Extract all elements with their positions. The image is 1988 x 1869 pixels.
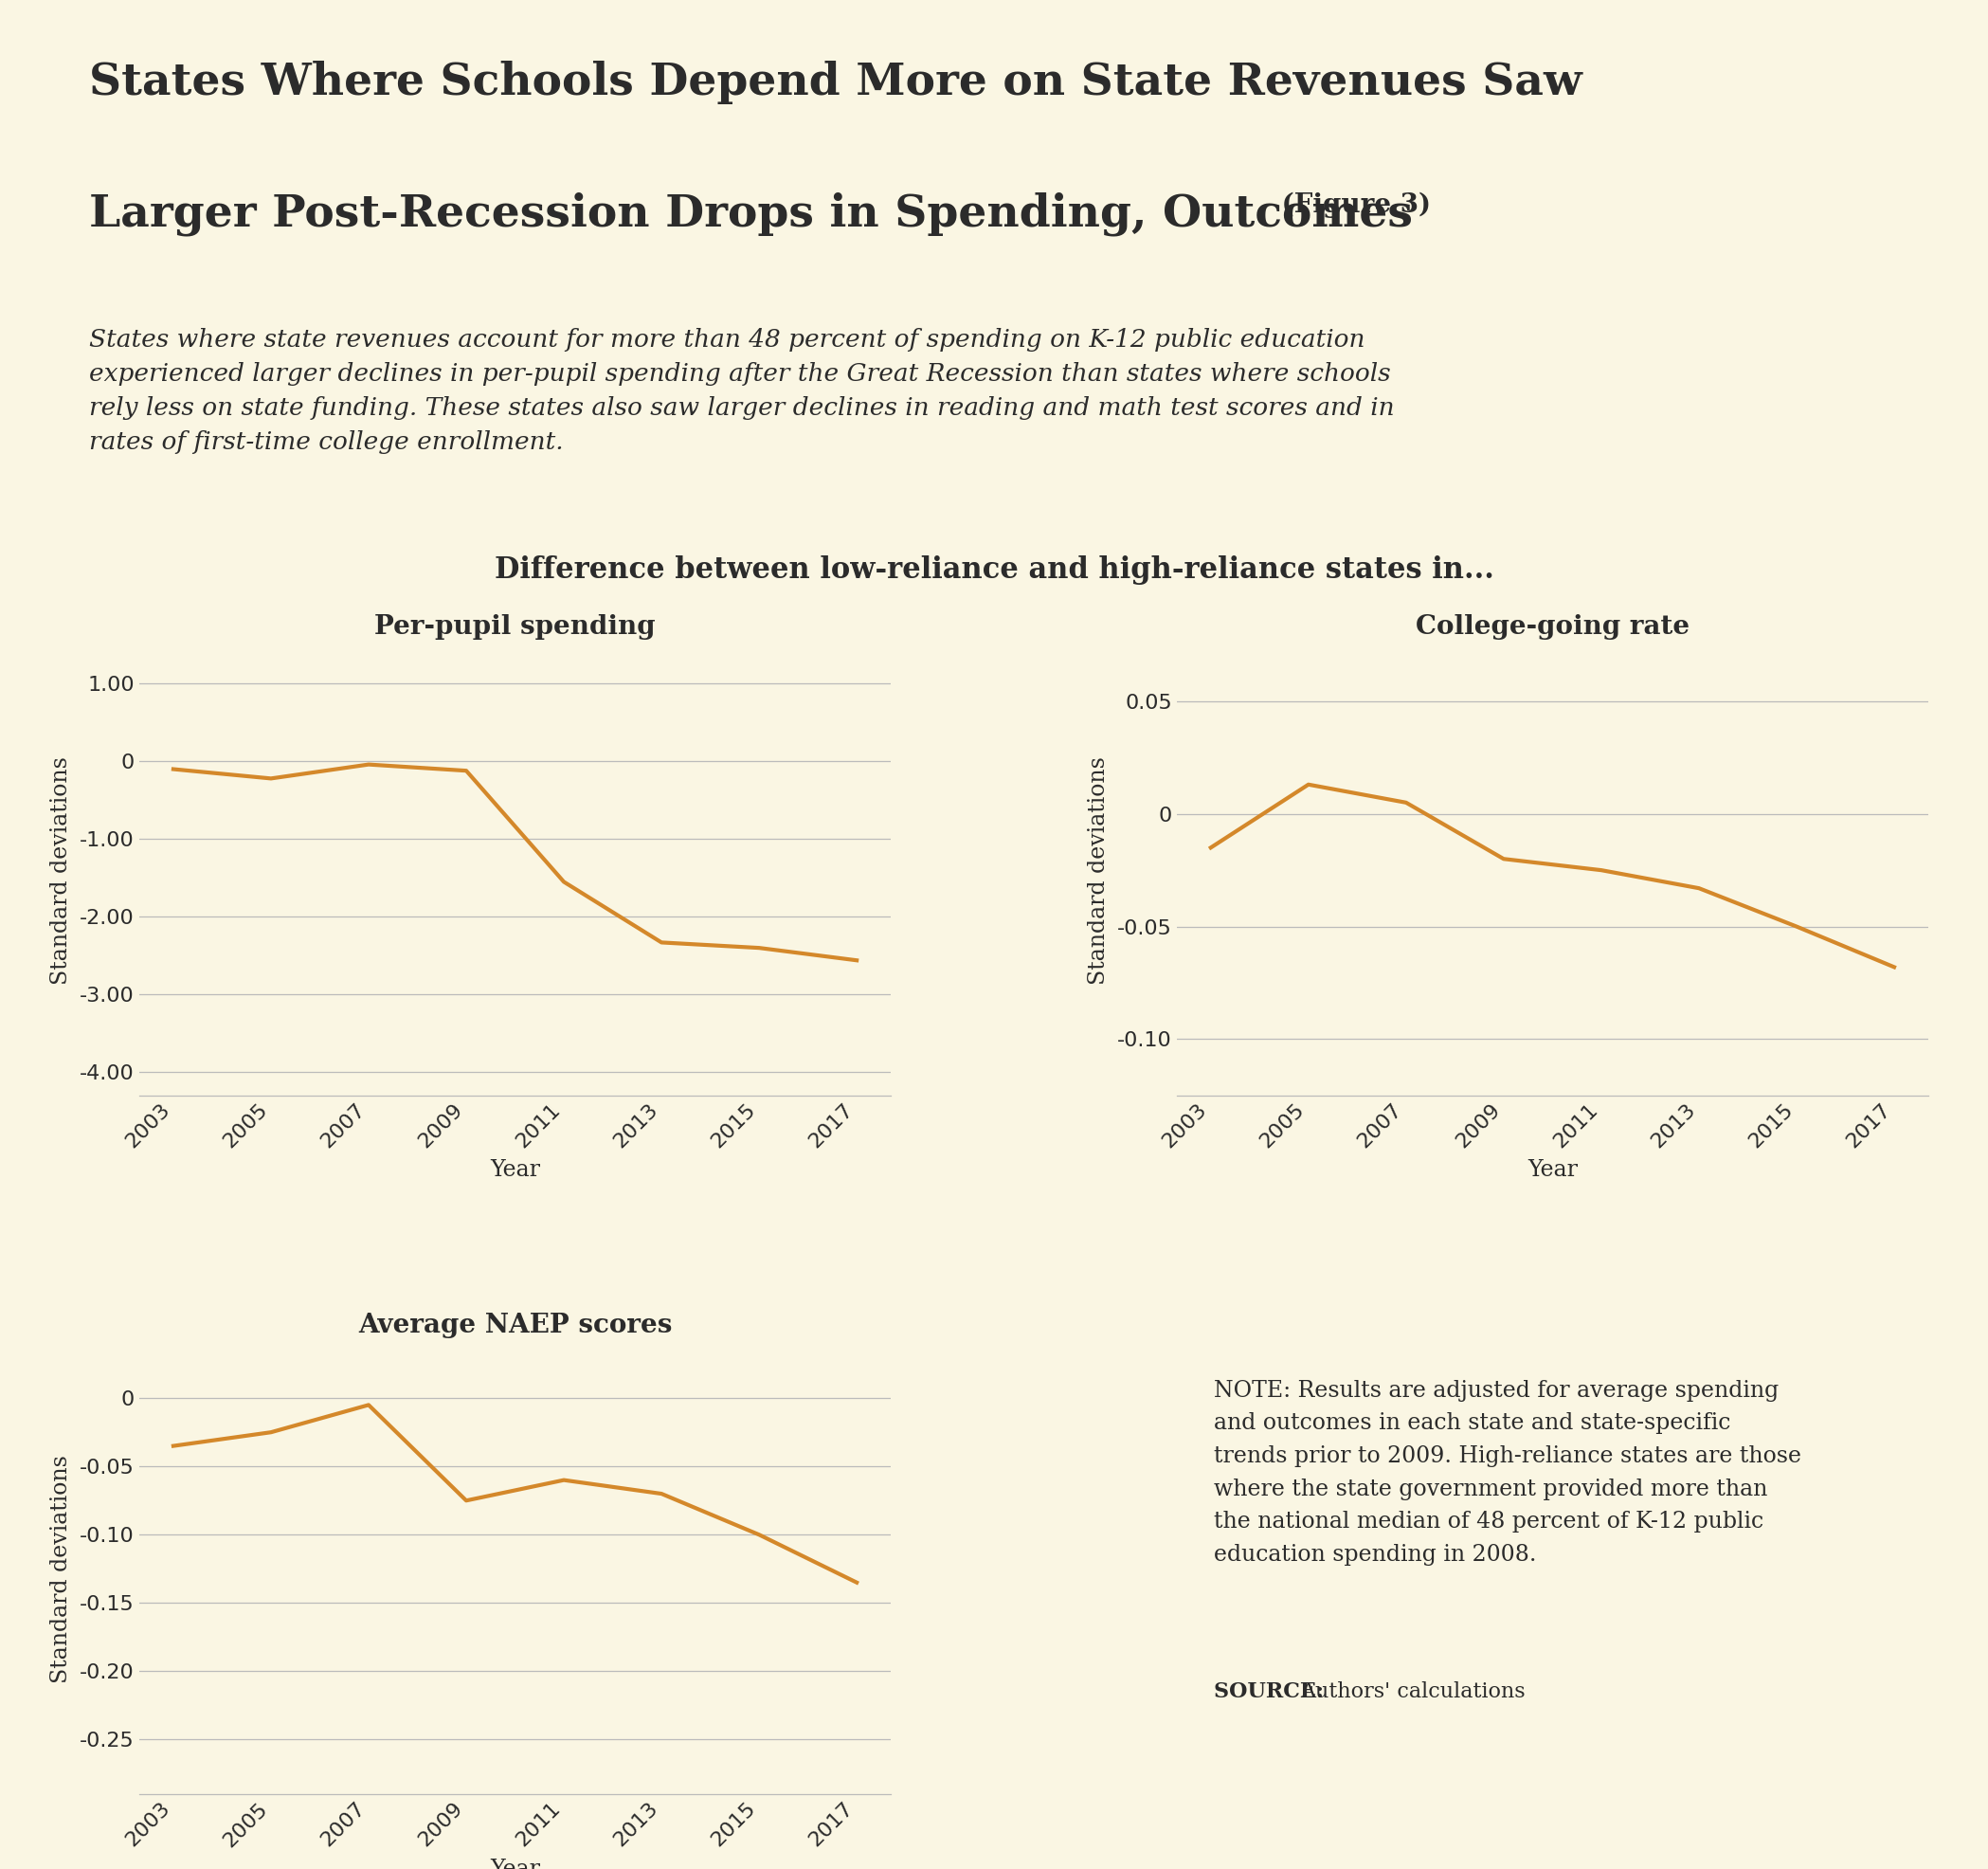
- Text: States where state revenues account for more than 48 percent of spending on K-12: States where state revenues account for …: [89, 329, 1396, 454]
- Text: SOURCE:: SOURCE:: [1215, 1682, 1332, 1703]
- Text: States Where Schools Depend More on State Revenues Saw: States Where Schools Depend More on Stat…: [89, 60, 1582, 105]
- Text: Larger Post-Recession Drops in Spending, Outcomes: Larger Post-Recession Drops in Spending,…: [89, 193, 1413, 235]
- X-axis label: Year: Year: [489, 1858, 541, 1869]
- Text: NOTE: Results are adjusted for average spending
and outcomes in each state and s: NOTE: Results are adjusted for average s…: [1215, 1379, 1801, 1566]
- X-axis label: Year: Year: [489, 1159, 541, 1181]
- Text: Authors' calculations: Authors' calculations: [1300, 1682, 1527, 1703]
- X-axis label: Year: Year: [1527, 1159, 1578, 1181]
- Y-axis label: Standard deviations: Standard deviations: [50, 1454, 72, 1682]
- Y-axis label: Standard deviations: Standard deviations: [50, 757, 72, 985]
- Title: Average NAEP scores: Average NAEP scores: [358, 1314, 672, 1338]
- Text: Difference between low-reliance and high-reliance states in...: Difference between low-reliance and high…: [495, 555, 1493, 585]
- Y-axis label: Standard deviations: Standard deviations: [1087, 757, 1109, 985]
- Title: College-going rate: College-going rate: [1415, 615, 1690, 639]
- Title: Per-pupil spending: Per-pupil spending: [374, 615, 656, 639]
- Text: (Figure 3): (Figure 3): [1272, 193, 1431, 217]
